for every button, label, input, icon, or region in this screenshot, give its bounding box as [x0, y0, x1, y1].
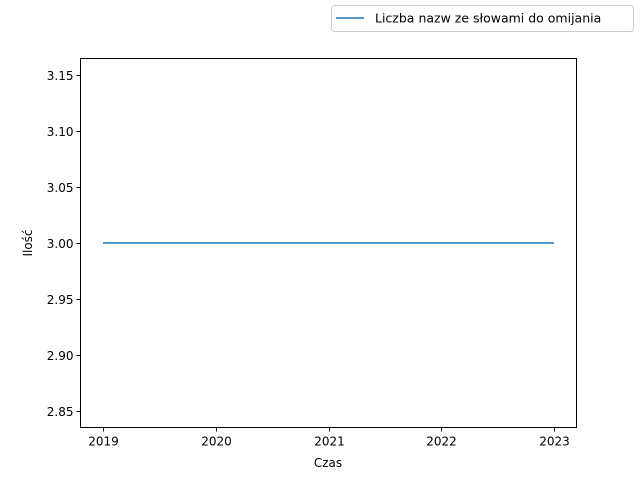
y-tick-label: 3.05: [47, 181, 74, 195]
y-tick-label: 2.95: [47, 293, 74, 307]
x-tick-label: 2021: [314, 435, 345, 449]
x-axis-label: Czas: [314, 456, 342, 470]
y-tick-label: 3.10: [47, 125, 74, 139]
legend-box: [331, 5, 634, 32]
x-tick-label: 2023: [539, 435, 570, 449]
x-axis: 2019 2020 2021 2022 2023: [88, 427, 570, 449]
y-tick-label: 3.15: [47, 69, 74, 83]
x-tick-label: 2022: [426, 435, 457, 449]
legend-entry: Liczba nazw ze słowami do omijania: [375, 11, 601, 26]
y-axis: 2.85 2.90 2.95 3.00 3.05 3.10 3.15: [47, 69, 81, 419]
legend: Liczba nazw ze słowami do omijania: [331, 5, 634, 32]
y-tick-label: 2.90: [47, 349, 74, 363]
y-axis-label: Ilość: [21, 229, 35, 256]
x-tick-label: 2019: [88, 435, 119, 449]
y-tick-label: 2.85: [47, 405, 74, 419]
x-tick-label: 2020: [201, 435, 232, 449]
y-tick-label: 3.00: [47, 237, 74, 251]
